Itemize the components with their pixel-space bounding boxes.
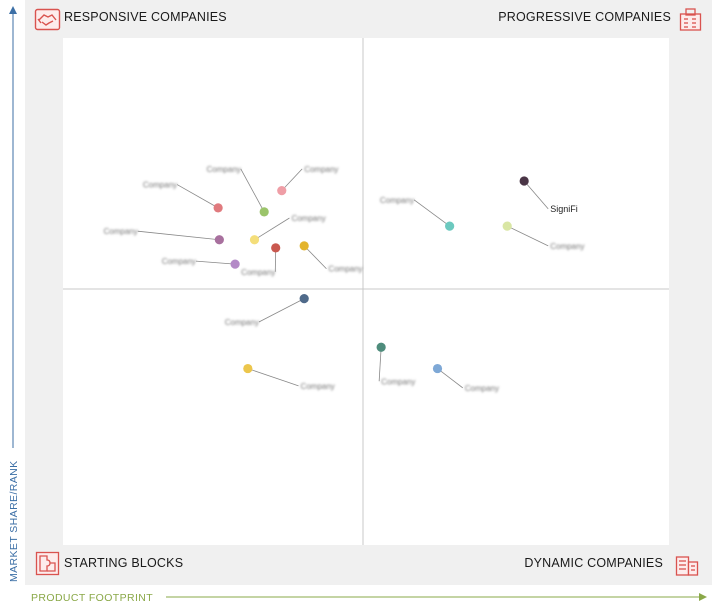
company-point-12[interactable] [502, 221, 512, 231]
company-label-0: Company [143, 181, 177, 190]
company-label-1: Company [207, 165, 241, 174]
company-label-2: Company [304, 165, 338, 174]
company-label-12: Company [550, 242, 584, 251]
company-label-9: Company [301, 382, 335, 391]
leader-line-7 [195, 260, 236, 265]
company-label-11: SigniFi [550, 204, 578, 214]
company-point-7[interactable] [230, 259, 240, 269]
leader-line-1 [240, 168, 265, 213]
building-icon-dynamic [675, 556, 699, 576]
company-point-13[interactable] [376, 342, 386, 352]
quadrant-label-top-left: RESPONSIVE COMPANIES [64, 10, 227, 24]
company-point-10[interactable] [445, 221, 455, 231]
leader-line-10 [413, 199, 450, 227]
leader-line-6 [303, 245, 327, 270]
leader-line-2 [281, 168, 303, 191]
quadrant-label-bottom-left: STARTING BLOCKS [64, 556, 183, 570]
building-icon-progressive [679, 8, 702, 31]
company-point-14[interactable] [432, 363, 443, 374]
data-points: Company Company Company Company Company Compa… [104, 165, 585, 393]
company-point-11[interactable] [519, 176, 529, 186]
leader-line-9 [247, 368, 299, 387]
x-axis-label: PRODUCT FOOTPRINT [31, 592, 153, 604]
y-axis-label: MARKET SHARE/RANK [8, 460, 20, 582]
leader-line-11 [523, 180, 549, 210]
company-label-3: Company [104, 227, 138, 236]
leader-line-3 [137, 230, 220, 241]
puzzle-icon [35, 551, 60, 576]
leader-line-8 [258, 298, 305, 323]
company-label-6: Company [328, 265, 362, 274]
company-point-1[interactable] [259, 207, 269, 217]
plot-area [63, 38, 669, 545]
leader-line-14 [437, 368, 464, 389]
leader-line-0 [176, 184, 219, 209]
handshake-icon [34, 8, 61, 31]
company-label-4: Company [291, 214, 325, 223]
leader-line-13 [378, 347, 382, 382]
company-point-6[interactable] [299, 241, 309, 251]
company-point-5[interactable] [271, 243, 281, 253]
leader-line-4 [254, 217, 290, 241]
company-label-14: Company [465, 384, 499, 393]
company-point-4[interactable] [249, 235, 260, 245]
company-label-8: Company [225, 318, 259, 327]
company-label-5: Company [241, 268, 275, 277]
company-point-3[interactable] [214, 235, 224, 245]
company-point-8[interactable] [299, 293, 309, 304]
company-point-2[interactable] [277, 186, 287, 196]
company-label-13: Company [381, 377, 415, 386]
company-label-10: Company [380, 196, 414, 205]
company-point-9[interactable] [243, 363, 253, 374]
quadrant-label-top-right: PROGRESSIVE COMPANIES [498, 10, 671, 24]
company-label-7: Company [162, 257, 196, 266]
company-point-0[interactable] [213, 203, 223, 213]
leader-line-12 [507, 225, 549, 247]
quadrant-label-bottom-right: DYNAMIC COMPANIES [524, 556, 663, 570]
